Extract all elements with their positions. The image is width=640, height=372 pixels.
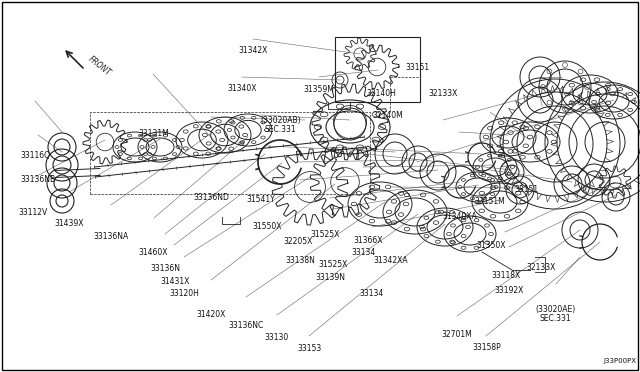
- Text: (33020AE): (33020AE): [536, 305, 575, 314]
- Text: 32140M: 32140M: [372, 111, 403, 120]
- Text: 33130: 33130: [264, 333, 289, 342]
- Text: 33116Q: 33116Q: [20, 151, 50, 160]
- Text: 33138N: 33138N: [286, 256, 316, 265]
- Text: 31460X: 31460X: [139, 248, 168, 257]
- Text: 33120H: 33120H: [170, 289, 199, 298]
- Text: 33192X: 33192X: [494, 286, 524, 295]
- Text: 31525X: 31525X: [310, 230, 340, 239]
- Text: 31525X: 31525X: [318, 260, 348, 269]
- Text: 31366X: 31366X: [353, 236, 383, 245]
- Text: 31439X: 31439X: [54, 219, 84, 228]
- Text: 31431X: 31431X: [160, 277, 189, 286]
- Text: 31342XA: 31342XA: [373, 256, 408, 265]
- Bar: [335, 37, 420, 102]
- Text: 33131M: 33131M: [138, 129, 169, 138]
- Text: 32205X: 32205X: [283, 237, 312, 246]
- Text: 33139N: 33139N: [316, 273, 345, 282]
- Text: SEC.331: SEC.331: [264, 125, 296, 134]
- Text: J33P00PX: J33P00PX: [603, 358, 636, 364]
- Text: 32133X: 32133X: [428, 89, 458, 97]
- Text: 31420X: 31420X: [196, 310, 226, 319]
- Text: 33134: 33134: [359, 289, 383, 298]
- Text: 33158P: 33158P: [472, 343, 500, 352]
- Text: 33136ND: 33136ND: [193, 193, 229, 202]
- Text: 33151: 33151: [405, 63, 429, 72]
- Text: (33020AB): (33020AB): [260, 116, 301, 125]
- Text: 32133X: 32133X: [526, 263, 556, 272]
- Text: 33136N: 33136N: [150, 264, 180, 273]
- Text: 31340X: 31340X: [227, 84, 257, 93]
- Text: 33136NA: 33136NA: [93, 232, 129, 241]
- Text: 33136NC: 33136NC: [228, 321, 264, 330]
- Text: 33151M: 33151M: [475, 197, 506, 206]
- Text: 33153: 33153: [297, 344, 321, 353]
- Text: 32701M: 32701M: [442, 330, 472, 339]
- Text: 31541Y: 31541Y: [247, 195, 275, 203]
- Text: 31550X: 31550X: [253, 222, 282, 231]
- Text: 33134: 33134: [351, 248, 376, 257]
- Text: 31359M: 31359M: [303, 85, 334, 94]
- Text: 33118X: 33118X: [491, 271, 520, 280]
- Text: 33136NB: 33136NB: [21, 175, 56, 184]
- Text: 31350X: 31350X: [477, 241, 506, 250]
- Text: FRONT: FRONT: [87, 55, 113, 78]
- Text: SEC.331: SEC.331: [540, 314, 572, 323]
- Text: 31342X: 31342X: [239, 46, 268, 55]
- Text: 31340XA: 31340XA: [442, 212, 477, 221]
- Text: 33112V: 33112V: [19, 208, 48, 217]
- Text: 33151: 33151: [514, 185, 538, 194]
- Text: 32140H: 32140H: [367, 89, 396, 97]
